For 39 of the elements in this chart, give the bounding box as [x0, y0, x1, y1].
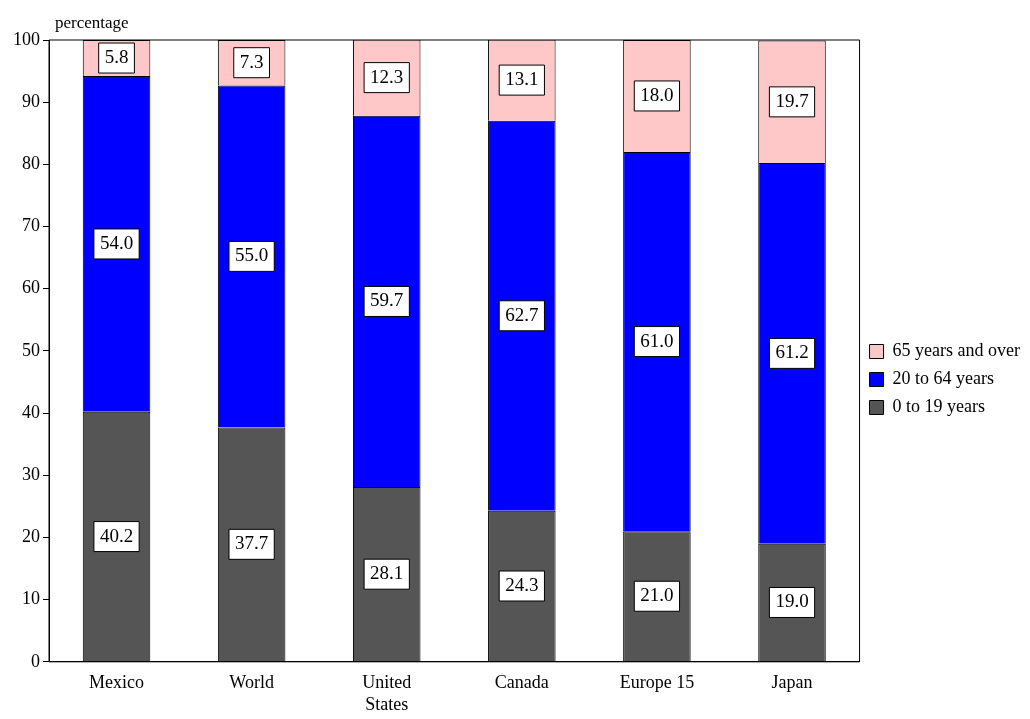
- data-label: 59.7: [370, 289, 404, 311]
- data-label: 61.0: [640, 329, 674, 351]
- data-label: 19.7: [775, 89, 809, 111]
- y-tick-label: 20: [22, 526, 40, 547]
- data-label: 61.2: [775, 341, 809, 363]
- data-label: 5.8: [104, 46, 129, 68]
- data-label: 37.7: [235, 532, 269, 554]
- data-label: 40.2: [99, 524, 134, 546]
- data-label: 13.1: [505, 68, 539, 90]
- y-axis-title: percentage: [55, 12, 129, 32]
- y-tick-label: 40: [22, 401, 40, 422]
- y-tick-label: 60: [22, 277, 40, 298]
- x-tick-label: World: [229, 672, 274, 693]
- data-label: 28.1: [370, 562, 404, 584]
- y-tick-label: 10: [22, 588, 40, 609]
- y-tick-label: 30: [22, 463, 40, 484]
- data-label: 7.3: [239, 50, 264, 72]
- y-tick-label: 80: [22, 153, 40, 174]
- data-label: 21.0: [640, 584, 674, 606]
- data-label: 18.0: [640, 83, 674, 105]
- legend-label: 0 to 19 years: [892, 396, 986, 417]
- x-tick-label: Japan: [771, 672, 813, 693]
- data-label: 55.0: [235, 244, 269, 266]
- data-label: 54.0: [99, 231, 134, 253]
- y-tick-label: 0: [31, 650, 40, 671]
- y-tick-label: 90: [22, 90, 40, 111]
- data-label: 19.0: [775, 590, 809, 612]
- x-tick-label: Europe 15: [619, 672, 695, 693]
- y-tick-label: 100: [13, 28, 40, 49]
- data-label: 12.3: [370, 65, 404, 87]
- x-tick-label: Canada: [494, 672, 549, 693]
- data-label: 62.7: [505, 303, 539, 325]
- y-tick-label: 70: [22, 215, 40, 236]
- data-label: 24.3: [505, 573, 539, 595]
- x-tick-label: United States: [362, 672, 412, 714]
- legend-label: 20 to 64 years: [892, 368, 995, 389]
- y-tick-label: 50: [22, 339, 40, 360]
- legend-label: 65 years and over: [892, 340, 1021, 361]
- x-tick-label: Mexico: [89, 672, 145, 693]
